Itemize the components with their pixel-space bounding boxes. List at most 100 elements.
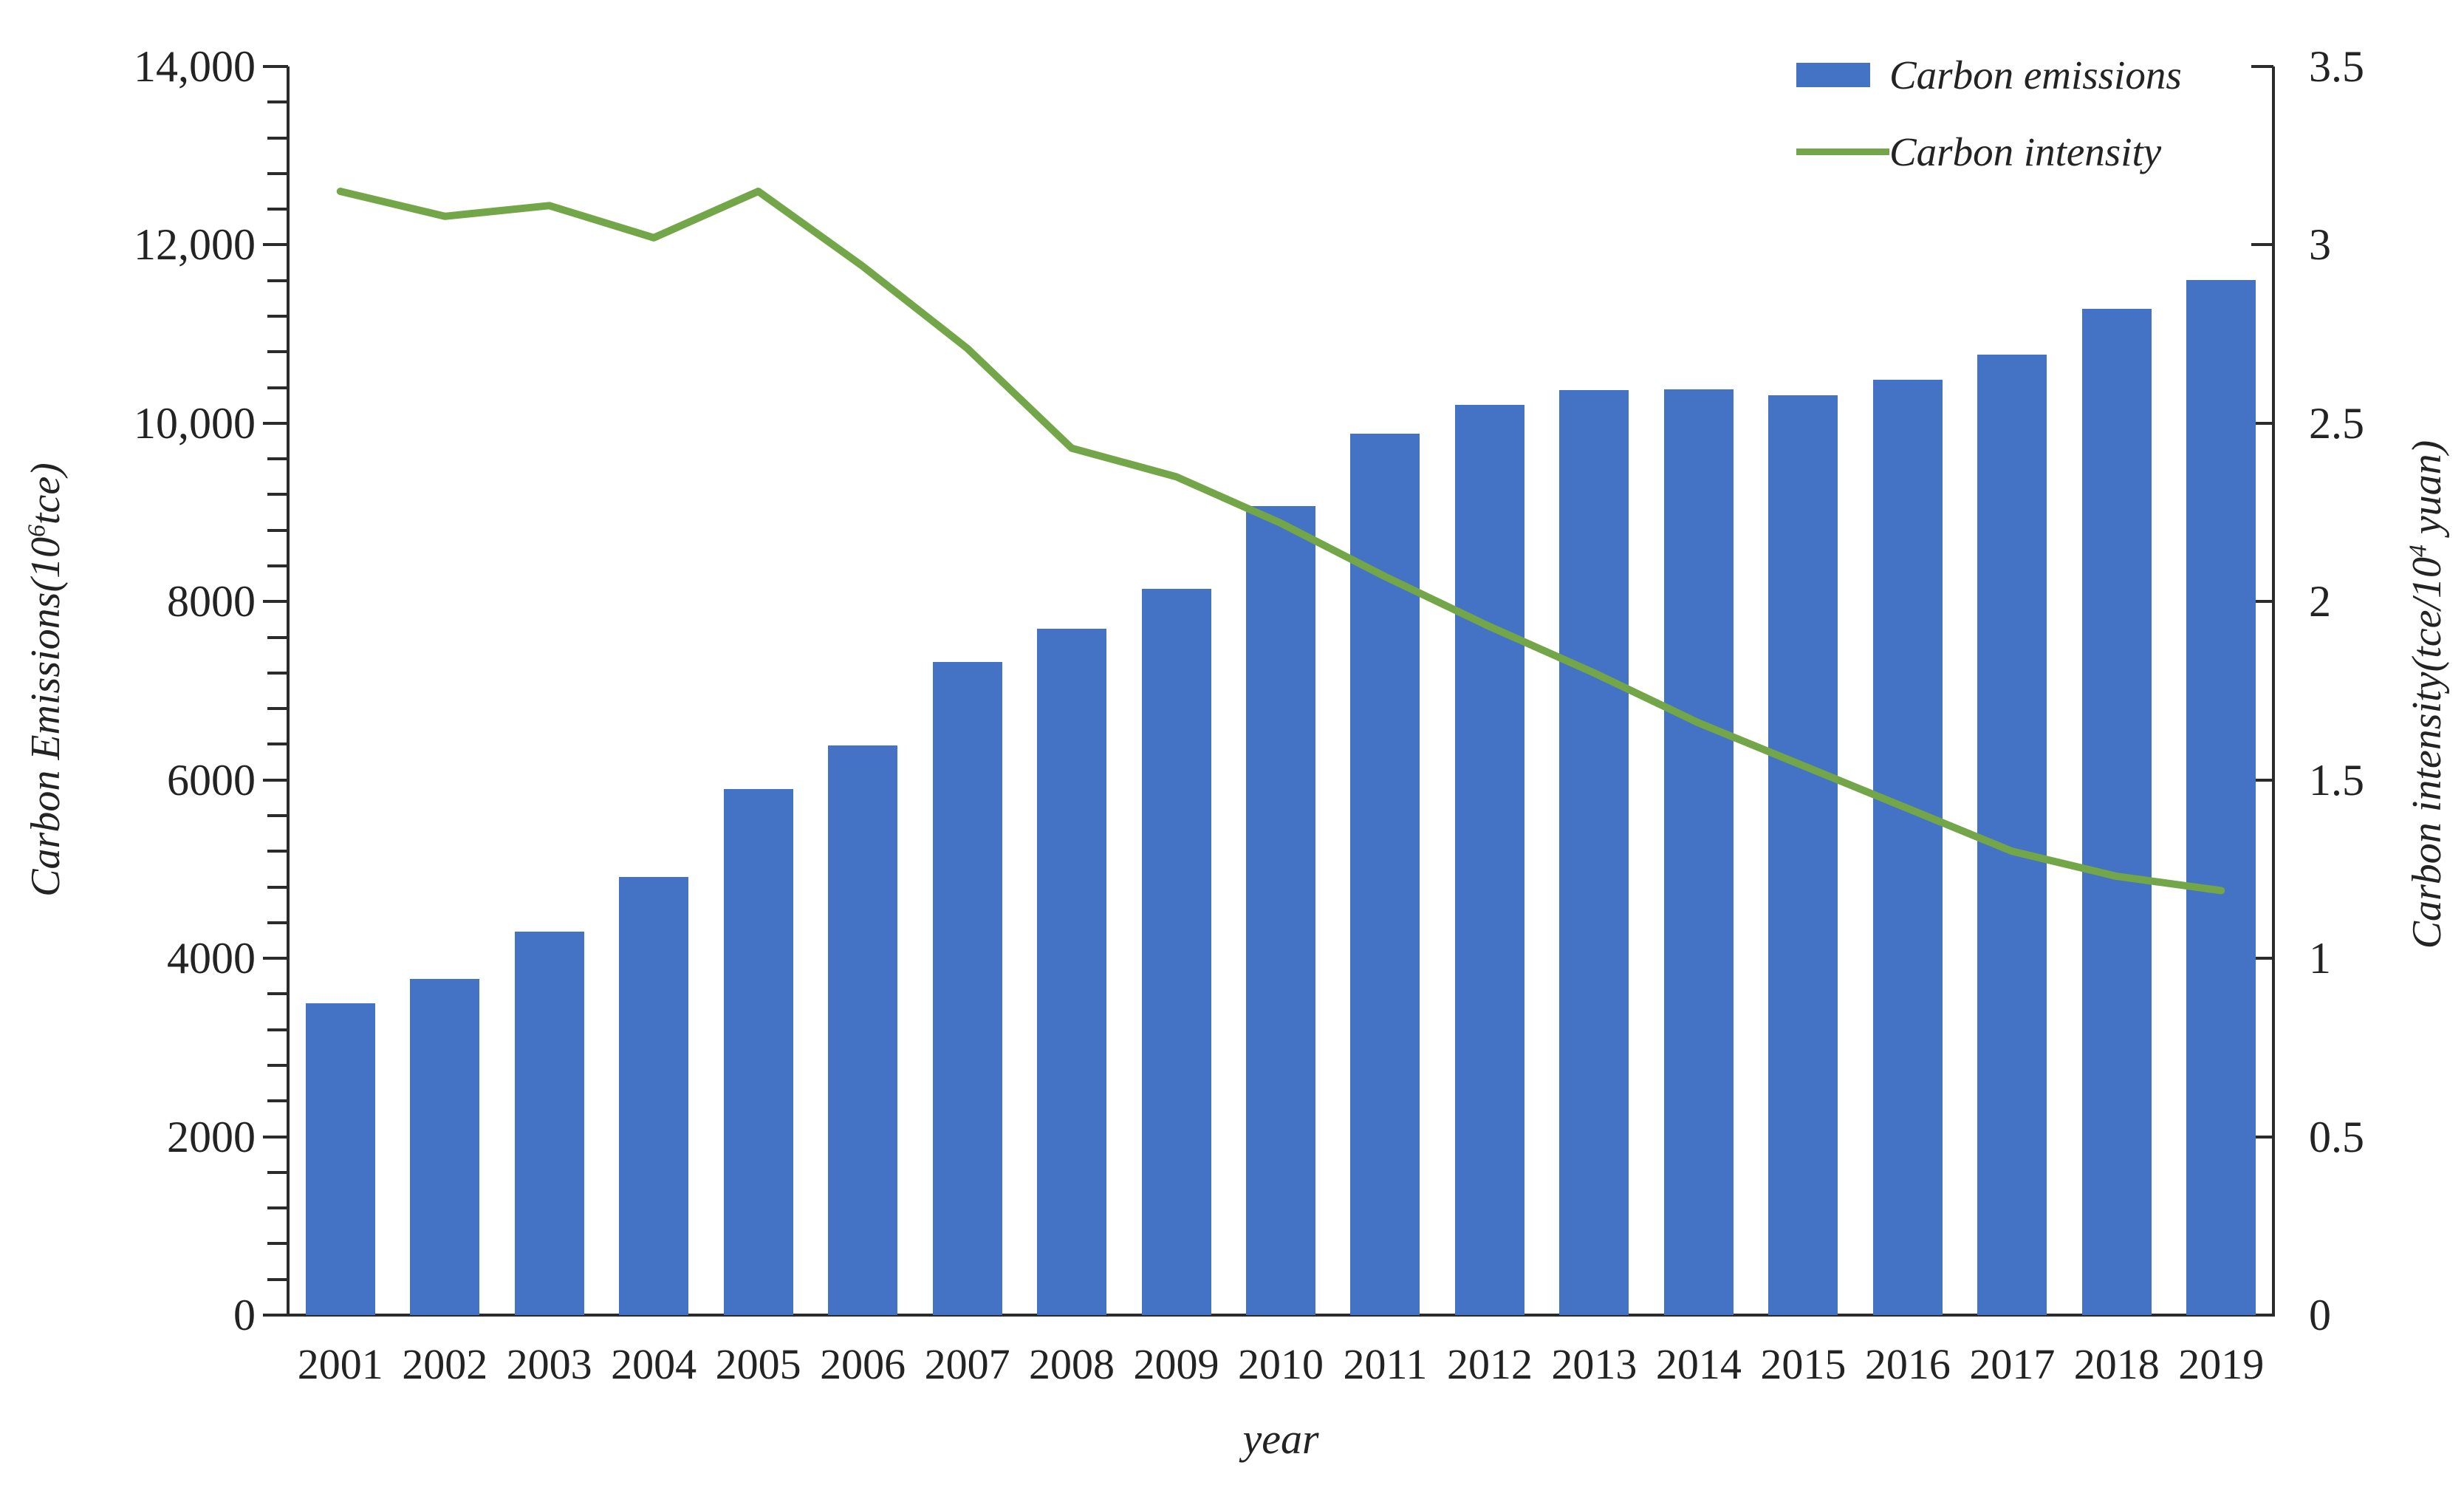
right-axis-tick: [2251, 421, 2273, 425]
x-axis-tick-label: 2016: [1864, 1340, 1951, 1388]
left-axis-minor-tick: [267, 992, 288, 996]
right-axis-tick-label: 3: [2309, 220, 2331, 270]
left-axis-tick-label: 12,000: [134, 220, 256, 270]
left-axis-tick-label: 4000: [167, 934, 256, 983]
bar: [723, 788, 793, 1315]
x-axis-tick-label: 2002: [402, 1340, 488, 1388]
left-axis-minor-tick: [267, 564, 288, 567]
left-axis-minor-tick: [267, 1028, 288, 1031]
left-axis-tick-label: 2000: [167, 1112, 256, 1161]
legend-bar-swatch-icon: [1796, 62, 1870, 87]
x-axis-tick-label: 2019: [2178, 1340, 2265, 1388]
left-axis-tick-label: 0: [233, 1291, 256, 1339]
x-axis-tick-label: 2003: [506, 1340, 592, 1388]
x-axis-line: [287, 1314, 2275, 1317]
legend-label: Carbon intensity: [1889, 129, 2162, 174]
left-axis-minor-tick: [267, 457, 288, 461]
bar: [1141, 589, 1211, 1315]
legend-item-carbon-intensity: Carbon intensity: [1796, 126, 2182, 177]
bar: [410, 978, 480, 1315]
left-axis-major-tick: [263, 1135, 288, 1138]
legend-label: Carbon emissions: [1889, 52, 2182, 98]
left-axis-minor-tick: [267, 315, 288, 318]
left-axis-minor-tick: [267, 1099, 288, 1103]
right-axis-line: [2272, 66, 2275, 1315]
right-axis-tick-label: 1.5: [2309, 755, 2364, 805]
bar: [1977, 354, 2047, 1315]
bar: [2081, 309, 2152, 1315]
right-axis-tick-label: 3.5: [2309, 42, 2364, 91]
left-axis-minor-tick: [267, 1064, 288, 1067]
left-axis-minor-tick: [267, 707, 288, 711]
right-axis-tick: [2251, 1314, 2273, 1317]
left-axis-major-tick: [263, 65, 288, 68]
left-axis-major-tick: [263, 243, 288, 247]
x-axis-tick-label: 2001: [297, 1340, 383, 1388]
bar: [1663, 389, 1734, 1315]
left-axis-minor-tick: [267, 850, 288, 853]
right-axis-tick: [2251, 957, 2273, 960]
left-axis-minor-tick: [267, 100, 288, 104]
right-axis-tick-label: 2.5: [2309, 398, 2364, 448]
bar: [932, 662, 1002, 1315]
left-axis-minor-tick: [267, 171, 288, 175]
x-axis-tick-label: 2004: [611, 1340, 697, 1388]
bar: [619, 877, 689, 1315]
x-axis-title: year: [1242, 1415, 1319, 1463]
right-axis-title-superscript: 4: [2404, 544, 2432, 557]
left-axis-minor-tick: [267, 1206, 288, 1210]
left-axis-major-tick: [263, 421, 288, 425]
left-axis-tick-label: 14,000: [134, 42, 256, 91]
left-axis-minor-tick: [267, 1170, 288, 1174]
right-axis-tick: [2251, 1135, 2273, 1138]
x-axis-tick-label: 2013: [1551, 1340, 1637, 1388]
left-axis-tick-label: 6000: [167, 755, 256, 805]
bar: [1037, 628, 1107, 1315]
right-axis-title: Carbon intensity(tce/104 yuan): [2400, 0, 2454, 1433]
x-axis-tick-label: 2007: [924, 1340, 1010, 1388]
bar: [514, 931, 584, 1315]
left-axis-tick-label: 10,000: [134, 398, 256, 448]
left-axis-minor-tick: [267, 671, 288, 675]
left-axis-major-tick: [263, 778, 288, 782]
x-axis-tick-label: 2009: [1133, 1340, 1219, 1388]
right-axis-title-unit: yuan): [2404, 440, 2450, 545]
left-axis-minor-tick: [267, 814, 288, 817]
left-axis-line: [287, 66, 290, 1315]
x-axis-tick-label: 2005: [715, 1340, 801, 1388]
left-axis-minor-tick: [267, 208, 288, 211]
left-axis-minor-tick: [267, 528, 288, 532]
left-axis-minor-tick: [267, 136, 288, 140]
right-axis-tick: [2251, 600, 2273, 604]
left-axis-major-tick: [263, 1314, 288, 1317]
left-axis-minor-tick: [267, 386, 288, 389]
left-axis-title-unit: tce): [23, 462, 69, 525]
left-axis-minor-tick: [267, 1277, 288, 1281]
x-axis-tick-label: 2014: [1655, 1340, 1742, 1388]
legend: Carbon emissions Carbon intensity: [1796, 49, 2182, 177]
left-axis-minor-tick: [267, 885, 288, 889]
bar: [1872, 379, 1943, 1315]
x-axis-tick-label: 2010: [1238, 1340, 1324, 1388]
right-axis-tick-label: 1: [2309, 934, 2331, 983]
bar: [1768, 395, 1838, 1315]
left-axis-tick-label: 8000: [167, 577, 256, 627]
x-axis-tick-label: 2006: [820, 1340, 906, 1388]
right-axis-tick-label: 2: [2309, 577, 2331, 627]
bar: [305, 1003, 375, 1315]
left-axis-minor-tick: [267, 921, 288, 924]
right-axis-tick: [2251, 65, 2273, 68]
left-axis-major-tick: [263, 600, 288, 604]
left-axis-minor-tick: [267, 279, 288, 282]
right-axis-tick-label: 0.5: [2309, 1112, 2364, 1161]
right-axis-tick: [2251, 778, 2273, 782]
left-axis-minor-tick: [267, 1242, 288, 1246]
x-axis-tick-label: 2012: [1446, 1340, 1533, 1388]
x-axis-tick-label: 2008: [1029, 1340, 1115, 1388]
x-axis-tick-label: 2018: [2073, 1340, 2160, 1388]
left-axis-minor-tick: [267, 742, 288, 746]
left-axis-major-tick: [263, 957, 288, 960]
legend-item-carbon-emissions: Carbon emissions: [1796, 49, 2182, 100]
left-axis-title: Carbon Emissions(106tce): [19, 0, 72, 1419]
